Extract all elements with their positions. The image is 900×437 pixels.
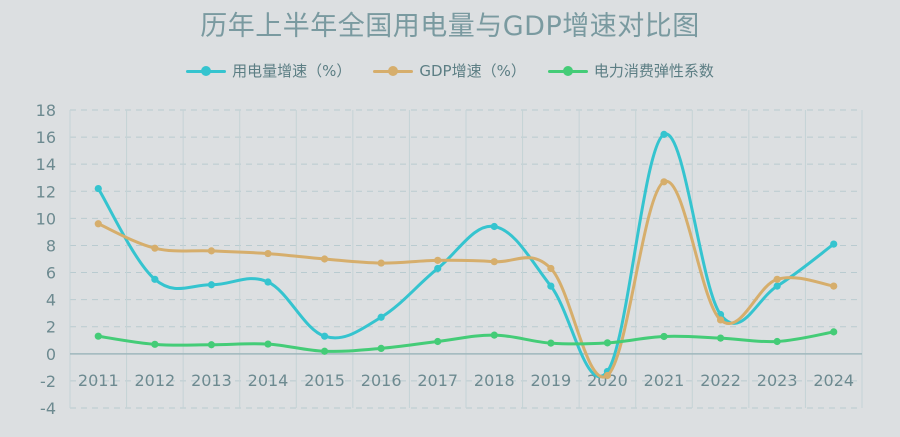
data-point (547, 264, 555, 273)
grid-layer (69, 109, 863, 409)
series-line (96, 180, 836, 379)
data-point (830, 328, 838, 336)
x-tick-label: 2013 (191, 371, 232, 390)
legend-label-elasticity: 电力消费弹性系数 (593, 62, 714, 80)
data-point (264, 340, 272, 348)
data-point (207, 281, 216, 289)
data-point (660, 332, 668, 341)
data-point (151, 275, 159, 283)
chart-legend: 用电量增速（%） GDP增速（%） 电力消费弹性系数 (0, 60, 900, 81)
y-tick-label: -2 (40, 372, 56, 391)
chart-title: 历年上半年全国用电量与GDP增速对比图 (200, 11, 700, 42)
x-tick-label: 2022 (700, 371, 741, 390)
data-point (377, 259, 385, 267)
data-point (660, 178, 668, 186)
x-tick-label: 2016 (361, 371, 402, 390)
data-point (490, 222, 498, 231)
data-point (94, 220, 102, 228)
elasticity-series (94, 328, 838, 355)
data-point (547, 339, 555, 347)
y-tick-label: 0 (46, 345, 56, 364)
x-tick-label: 2014 (248, 371, 289, 390)
legend-swatch-elasticity (547, 65, 588, 77)
data-point (264, 278, 272, 286)
y-tick-label: -4 (40, 399, 56, 418)
data-point (830, 282, 838, 290)
x-tick-label: 2023 (757, 371, 798, 390)
data-point (320, 347, 329, 355)
gdp-growth-series (94, 178, 838, 380)
legend-item-gdp-growth[interactable]: GDP增速（%） (373, 60, 526, 81)
data-point (660, 130, 668, 138)
y-tick-label: 2 (46, 318, 56, 337)
data-point (716, 334, 725, 342)
data-point (490, 258, 498, 266)
data-point (773, 275, 781, 283)
data-point (207, 341, 216, 349)
data-point (434, 337, 442, 346)
y-tick-label: 16 (36, 128, 56, 147)
data-point (603, 371, 612, 380)
data-point (773, 282, 781, 290)
legend-swatch-power-growth (186, 65, 227, 77)
data-point (434, 264, 442, 273)
y-tick-label: 12 (36, 182, 56, 201)
data-point (377, 344, 385, 352)
axis-layer: -4 -2 0 2 4 6 8 10 12 14 16 18 2011 2012 2013 2014 2015 2… (36, 101, 862, 418)
data-point (320, 255, 329, 263)
y-tick-label: 4 (46, 291, 56, 310)
data-point (94, 332, 102, 340)
x-tick-label: 2021 (644, 371, 685, 390)
data-point (320, 332, 329, 340)
x-tick-label: 2024 (813, 371, 854, 390)
data-point (264, 249, 272, 258)
data-point (830, 240, 838, 248)
legend-dot-gdp-growth (388, 65, 399, 76)
legend-item-elasticity[interactable]: 电力消费弹性系数 (547, 60, 714, 81)
data-point (207, 247, 216, 255)
legend-label-power-growth: 用电量增速（%） (232, 62, 352, 80)
x-tick-label: 2011 (78, 371, 119, 390)
y-tick-label: 8 (46, 236, 56, 255)
data-point (151, 244, 159, 252)
data-point (716, 316, 725, 324)
x-tick-label: 2019 (530, 371, 571, 390)
data-point (94, 184, 102, 193)
data-point (547, 282, 555, 290)
data-point (490, 331, 498, 339)
data-point (603, 339, 612, 347)
data-point (434, 256, 442, 264)
y-tick-label: 14 (36, 155, 56, 174)
x-tick-label: 2015 (304, 371, 345, 390)
x-tick-label: 2017 (417, 371, 458, 390)
series-line (96, 132, 836, 379)
data-point (151, 340, 159, 348)
y-tick-label: 6 (46, 264, 56, 283)
legend-dot-elasticity (562, 65, 573, 76)
series-layer (94, 130, 838, 380)
legend-label-gdp-growth: GDP增速（%） (419, 62, 526, 80)
data-point (377, 313, 385, 321)
legend-dot-power-growth (201, 65, 212, 76)
x-tick-label: 2012 (134, 371, 175, 390)
y-tick-label: 10 (36, 209, 56, 228)
series-line (96, 330, 836, 353)
legend-swatch-gdp-growth (373, 65, 414, 77)
y-tick-label: 18 (36, 101, 56, 120)
x-tick-label: 2018 (474, 371, 515, 390)
legend-item-power-growth[interactable]: 用电量增速（%） (186, 60, 351, 81)
power-growth-series (94, 130, 838, 379)
data-point (773, 337, 781, 346)
